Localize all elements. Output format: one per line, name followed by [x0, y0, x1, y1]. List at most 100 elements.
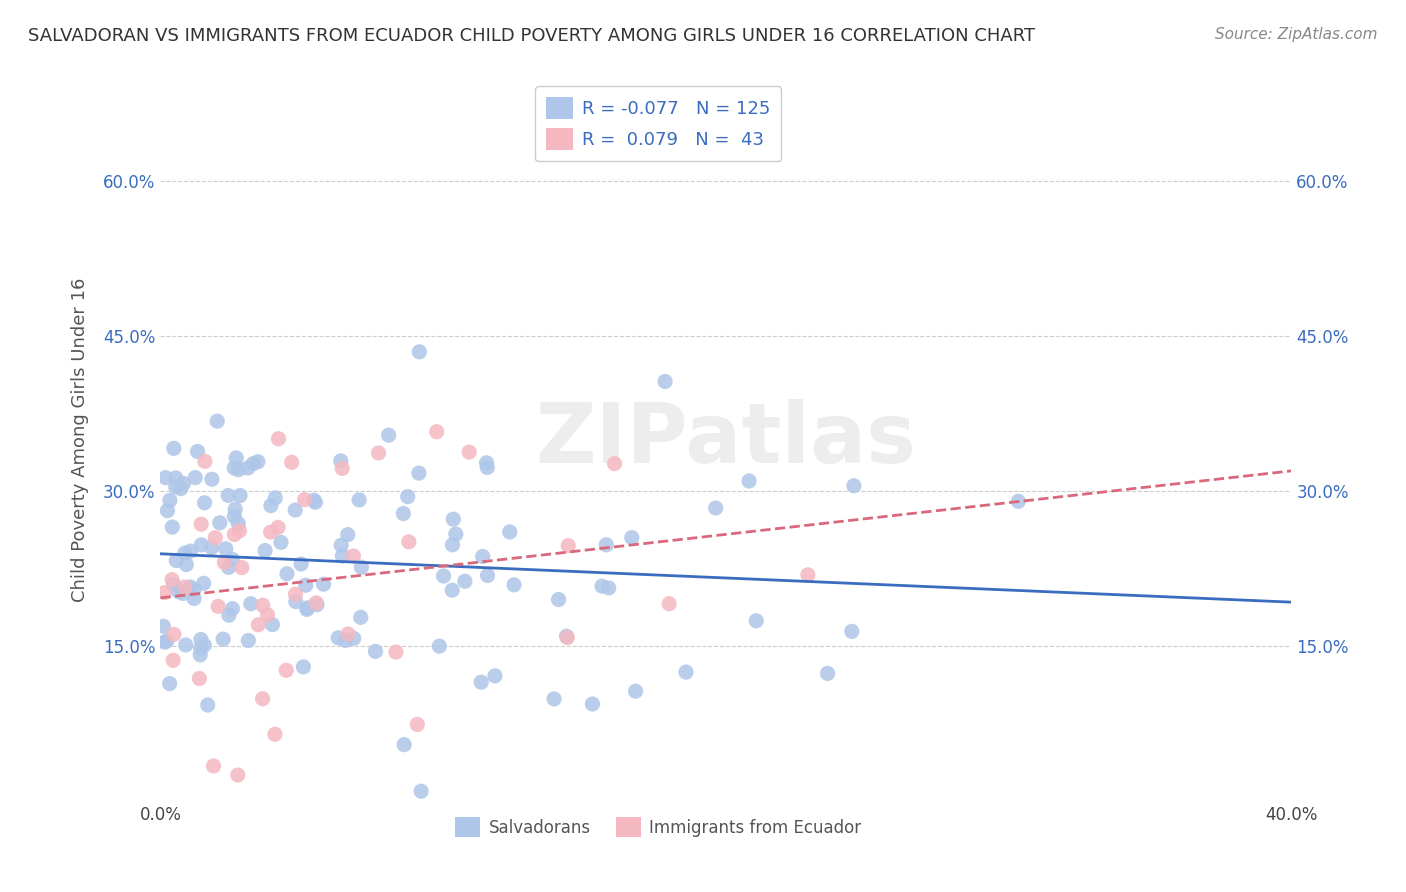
Salvadorans	[817, 666, 839, 681]
Salvadorans	[190, 632, 212, 647]
Salvadorans	[477, 568, 499, 582]
Salvadorans	[302, 493, 325, 508]
Salvadorans	[228, 516, 250, 531]
Immigrants from Ecuador	[337, 627, 360, 641]
Salvadorans	[654, 375, 676, 389]
Immigrants from Ecuador	[406, 717, 429, 731]
Salvadorans	[218, 608, 240, 623]
Salvadorans	[343, 632, 366, 646]
Salvadorans	[212, 632, 235, 646]
Immigrants from Ecuador	[276, 663, 298, 677]
Immigrants from Ecuador	[367, 446, 389, 460]
Salvadorans	[330, 538, 353, 552]
Salvadorans	[470, 675, 492, 690]
Immigrants from Ecuador	[228, 524, 250, 538]
Salvadorans	[598, 581, 620, 595]
Salvadorans	[254, 543, 277, 558]
Salvadorans	[312, 577, 335, 591]
Salvadorans	[183, 591, 205, 606]
Immigrants from Ecuador	[162, 653, 184, 667]
Immigrants from Ecuador	[202, 759, 225, 773]
Y-axis label: Child Poverty Among Girls Under 16: Child Poverty Among Girls Under 16	[72, 277, 89, 602]
Salvadorans	[432, 569, 454, 583]
Salvadorans	[427, 639, 450, 653]
Salvadorans	[503, 578, 526, 592]
Salvadorans	[218, 560, 240, 574]
Salvadorans	[471, 549, 494, 564]
Immigrants from Ecuador	[259, 525, 281, 540]
Salvadorans	[224, 502, 246, 516]
Salvadorans	[152, 619, 174, 633]
Salvadorans	[292, 660, 315, 674]
Salvadorans	[165, 480, 187, 494]
Salvadorans	[284, 503, 307, 517]
Salvadorans	[454, 574, 477, 589]
Salvadorans	[167, 584, 190, 599]
Immigrants from Ecuador	[342, 549, 364, 563]
Immigrants from Ecuador	[305, 596, 328, 610]
Immigrants from Ecuador	[207, 599, 229, 614]
Salvadorans	[172, 586, 194, 600]
Salvadorans	[284, 594, 307, 608]
Salvadorans	[260, 499, 283, 513]
Salvadorans	[444, 527, 467, 541]
Salvadorans	[392, 507, 415, 521]
Salvadorans	[547, 592, 569, 607]
Salvadorans	[165, 553, 187, 567]
Immigrants from Ecuador	[458, 445, 481, 459]
Immigrants from Ecuador	[160, 573, 183, 587]
Salvadorans	[738, 474, 761, 488]
Immigrants from Ecuador	[163, 627, 186, 641]
Salvadorans	[228, 463, 250, 477]
Salvadorans	[270, 535, 292, 549]
Salvadorans	[186, 444, 208, 458]
Immigrants from Ecuador	[385, 645, 408, 659]
Salvadorans	[197, 698, 219, 712]
Immigrants from Ecuador	[658, 597, 681, 611]
Salvadorans	[156, 503, 179, 517]
Immigrants from Ecuador	[231, 560, 253, 574]
Salvadorans	[246, 455, 269, 469]
Salvadorans	[184, 470, 207, 484]
Salvadorans	[153, 635, 176, 649]
Immigrants from Ecuador	[280, 455, 302, 469]
Immigrants from Ecuador	[204, 531, 226, 545]
Immigrants from Ecuador	[398, 534, 420, 549]
Text: ZIPatlas: ZIPatlas	[536, 399, 917, 480]
Salvadorans	[236, 461, 259, 475]
Salvadorans	[441, 512, 464, 526]
Salvadorans	[201, 472, 224, 486]
Salvadorans	[159, 676, 181, 690]
Salvadorans	[307, 598, 329, 612]
Immigrants from Ecuador	[284, 587, 307, 601]
Salvadorans	[159, 493, 181, 508]
Immigrants from Ecuador	[247, 617, 270, 632]
Salvadorans	[543, 691, 565, 706]
Immigrants from Ecuador	[267, 520, 290, 534]
Salvadorans	[174, 638, 197, 652]
Immigrants from Ecuador	[294, 492, 316, 507]
Salvadorans	[179, 580, 201, 594]
Salvadorans	[477, 460, 499, 475]
Salvadorans	[190, 641, 212, 656]
Salvadorans	[225, 450, 247, 465]
Salvadorans	[591, 579, 613, 593]
Salvadorans	[1007, 494, 1029, 508]
Salvadorans	[499, 524, 522, 539]
Salvadorans	[408, 344, 430, 359]
Salvadorans	[183, 582, 205, 597]
Salvadorans	[239, 597, 262, 611]
Immigrants from Ecuador	[214, 556, 236, 570]
Salvadorans	[173, 476, 195, 491]
Salvadorans	[190, 538, 212, 552]
Salvadorans	[297, 600, 319, 615]
Salvadorans	[165, 471, 187, 485]
Salvadorans	[201, 541, 224, 555]
Immigrants from Ecuador	[557, 631, 579, 645]
Salvadorans	[842, 479, 865, 493]
Salvadorans	[396, 490, 419, 504]
Salvadorans	[294, 578, 316, 592]
Salvadorans	[155, 470, 177, 484]
Salvadorans	[841, 624, 863, 639]
Immigrants from Ecuador	[557, 539, 579, 553]
